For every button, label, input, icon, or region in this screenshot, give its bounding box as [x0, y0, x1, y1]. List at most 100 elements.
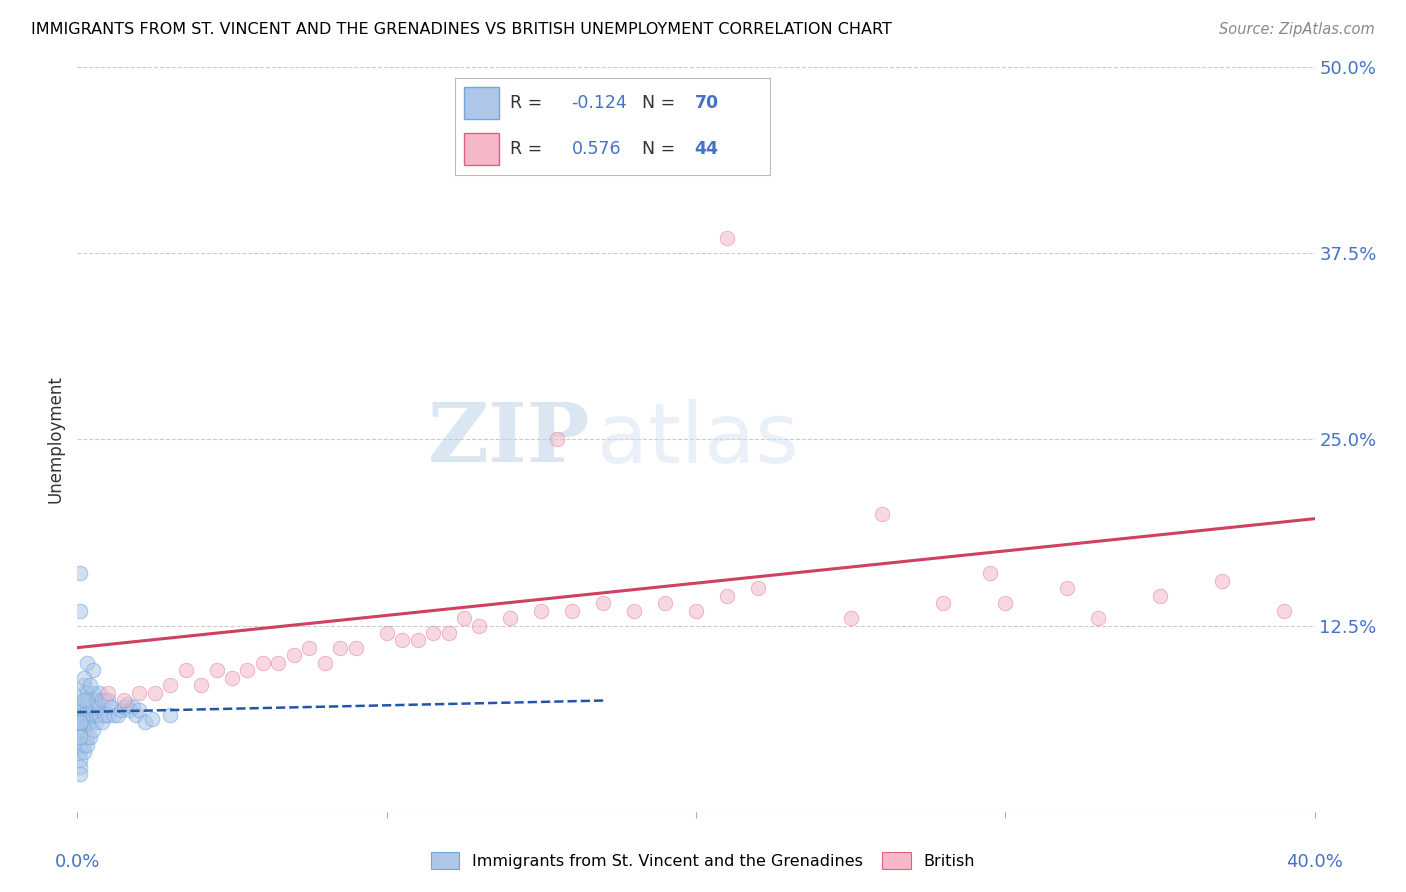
- Point: [79, 693, 101, 707]
- Point: [932, 596, 955, 610]
- Point: [94, 707, 117, 722]
- Point: [561, 604, 583, 618]
- Point: [76, 707, 98, 722]
- Point: [391, 633, 413, 648]
- Point: [530, 604, 553, 618]
- Point: [91, 715, 114, 730]
- Point: [128, 703, 150, 717]
- Text: atlas: atlas: [598, 399, 799, 480]
- Point: [69, 700, 91, 714]
- Point: [1211, 574, 1233, 588]
- Point: [72, 700, 94, 714]
- Point: [79, 700, 101, 714]
- Point: [72, 678, 94, 692]
- Point: [143, 685, 166, 699]
- Point: [79, 730, 101, 744]
- Point: [84, 693, 107, 707]
- Point: [82, 663, 104, 677]
- Point: [406, 633, 429, 648]
- Point: [134, 715, 156, 730]
- Legend: Immigrants from St. Vincent and the Grenadines, British: Immigrants from St. Vincent and the Gren…: [425, 846, 981, 875]
- Point: [159, 678, 181, 692]
- Point: [839, 611, 862, 625]
- Point: [69, 753, 91, 767]
- Point: [69, 730, 91, 744]
- Point: [69, 738, 91, 752]
- Point: [1056, 582, 1078, 596]
- Point: [118, 703, 141, 717]
- Point: [97, 685, 120, 699]
- Point: [69, 715, 91, 730]
- Point: [1272, 604, 1295, 618]
- Point: [267, 656, 290, 670]
- Point: [159, 707, 181, 722]
- Point: [69, 767, 91, 781]
- Point: [72, 707, 94, 722]
- Point: [79, 715, 101, 730]
- Point: [236, 663, 259, 677]
- Text: 40.0%: 40.0%: [1286, 854, 1343, 871]
- Point: [69, 604, 91, 618]
- Point: [422, 626, 444, 640]
- Point: [103, 707, 125, 722]
- Point: [468, 618, 491, 632]
- Point: [72, 738, 94, 752]
- Y-axis label: Unemployment: Unemployment: [46, 376, 65, 503]
- Point: [69, 723, 91, 737]
- Point: [79, 707, 101, 722]
- Point: [72, 723, 94, 737]
- Point: [69, 715, 91, 730]
- Point: [205, 663, 228, 677]
- Point: [298, 640, 321, 655]
- Point: [375, 626, 398, 640]
- Text: Source: ZipAtlas.com: Source: ZipAtlas.com: [1219, 22, 1375, 37]
- Point: [97, 707, 120, 722]
- Point: [72, 715, 94, 730]
- Point: [592, 596, 614, 610]
- Point: [1149, 589, 1171, 603]
- Point: [76, 715, 98, 730]
- Point: [110, 703, 132, 717]
- Point: [125, 707, 148, 722]
- Point: [76, 685, 98, 699]
- Point: [716, 231, 738, 245]
- Point: [190, 678, 212, 692]
- Point: [344, 640, 367, 655]
- Point: [716, 589, 738, 603]
- Point: [72, 671, 94, 685]
- Point: [72, 693, 94, 707]
- Point: [79, 678, 101, 692]
- Point: [87, 700, 110, 714]
- Point: [72, 745, 94, 759]
- Point: [314, 656, 336, 670]
- Point: [122, 700, 145, 714]
- Point: [453, 611, 475, 625]
- Text: 0.0%: 0.0%: [55, 854, 100, 871]
- Point: [94, 693, 117, 707]
- Point: [468, 149, 491, 163]
- Point: [546, 433, 568, 447]
- Point: [69, 760, 91, 774]
- Point: [84, 707, 107, 722]
- Point: [115, 698, 138, 712]
- Point: [84, 715, 107, 730]
- Point: [174, 663, 197, 677]
- Point: [112, 700, 135, 714]
- Point: [870, 507, 893, 521]
- Point: [685, 604, 707, 618]
- Point: [69, 566, 91, 581]
- Point: [82, 707, 104, 722]
- Point: [128, 685, 150, 699]
- Point: [82, 723, 104, 737]
- Point: [623, 604, 645, 618]
- Point: [69, 730, 91, 744]
- Point: [654, 596, 676, 610]
- Point: [69, 707, 91, 722]
- Point: [515, 120, 537, 134]
- Point: [82, 685, 104, 699]
- Point: [979, 566, 1001, 581]
- Point: [76, 693, 98, 707]
- Point: [76, 700, 98, 714]
- Point: [329, 640, 352, 655]
- Point: [69, 745, 91, 759]
